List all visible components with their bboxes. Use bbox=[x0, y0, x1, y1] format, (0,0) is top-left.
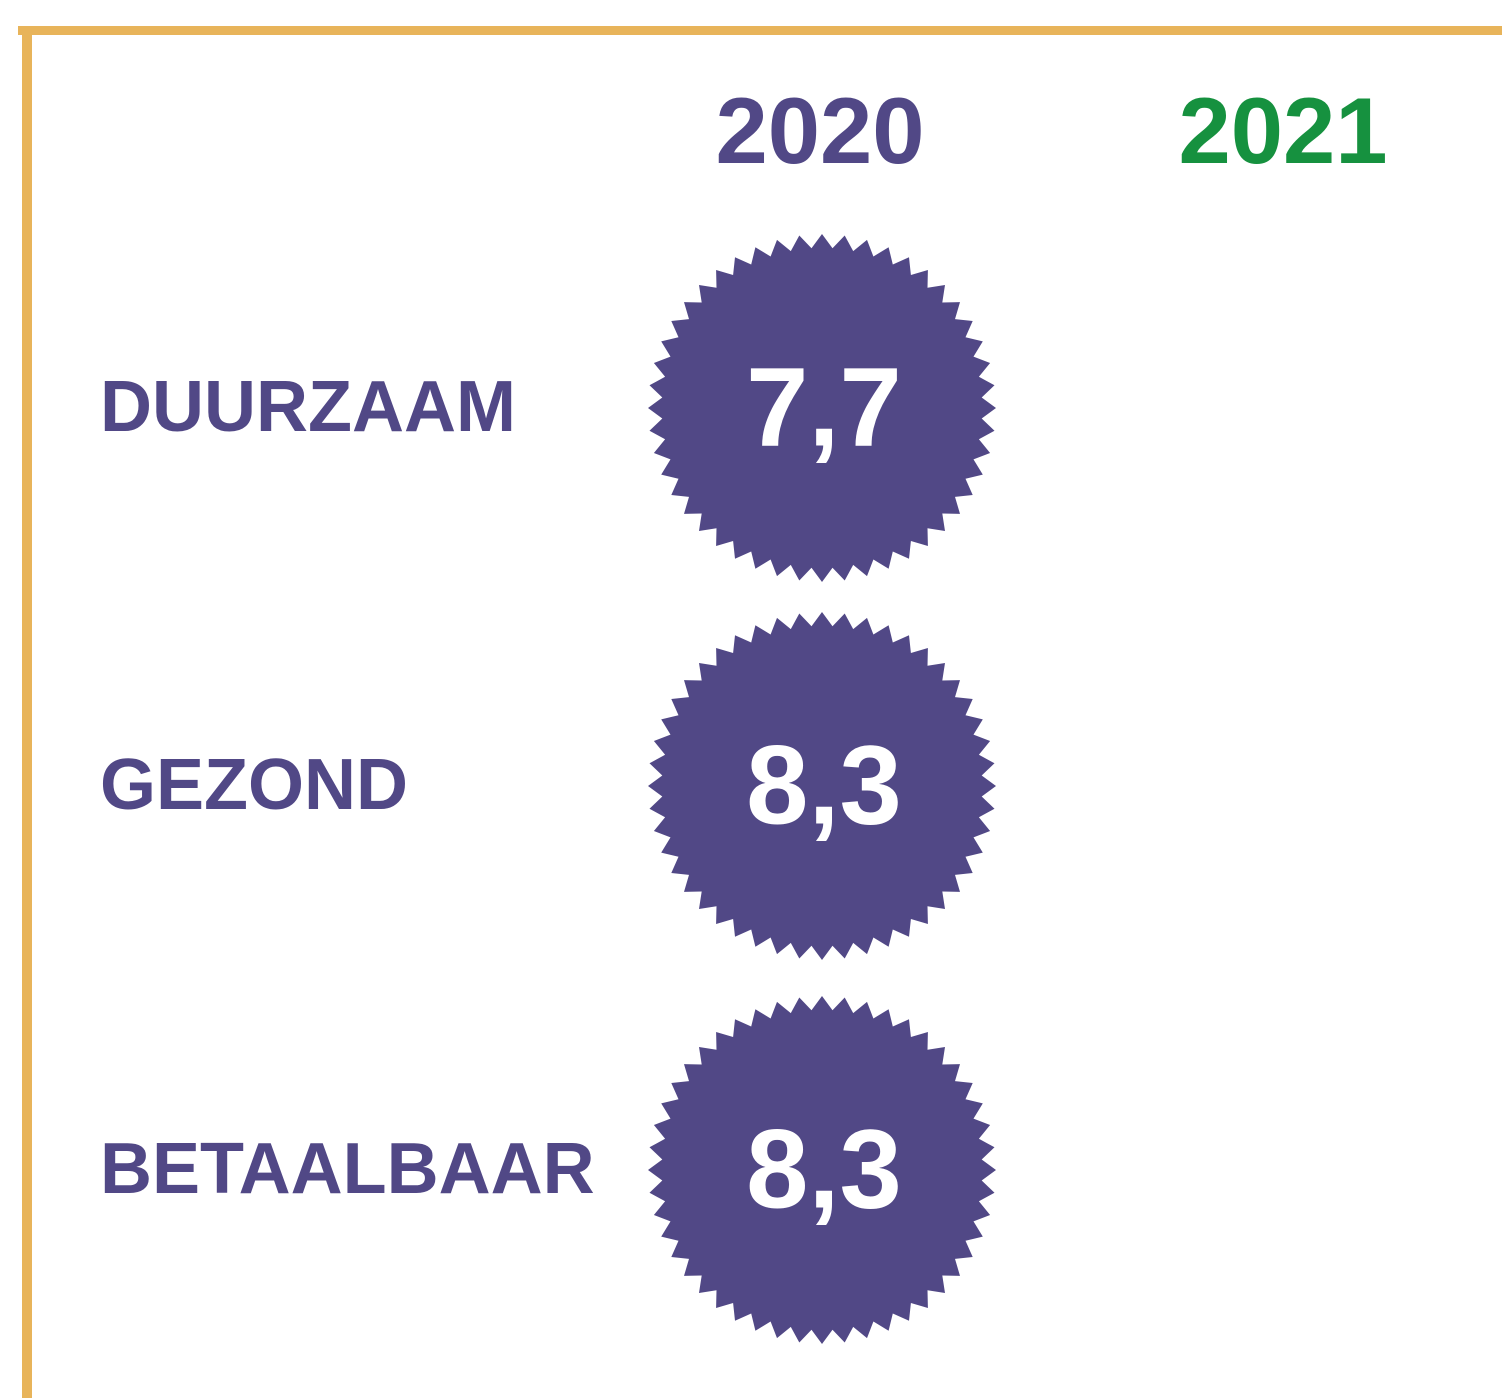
row-label: BETAALBAAR bbox=[100, 1129, 595, 1209]
score: 7,7 bbox=[746, 345, 902, 470]
badge bbox=[648, 996, 996, 1344]
rows: DUURZAAM 7,7 GEZOND 8,3 BETAALBAAR 8,3 bbox=[100, 234, 996, 1344]
score: 8,3 bbox=[746, 723, 902, 848]
row-label: DUURZAAM bbox=[100, 367, 516, 447]
row-label: GEZOND bbox=[100, 745, 408, 825]
badge bbox=[648, 612, 996, 960]
column-header: 2021 bbox=[1178, 78, 1387, 183]
left-border bbox=[22, 26, 32, 1398]
column-header: 2020 bbox=[715, 78, 924, 183]
score: 8,3 bbox=[746, 1107, 902, 1232]
top-border bbox=[18, 26, 1502, 35]
badge bbox=[648, 234, 996, 582]
